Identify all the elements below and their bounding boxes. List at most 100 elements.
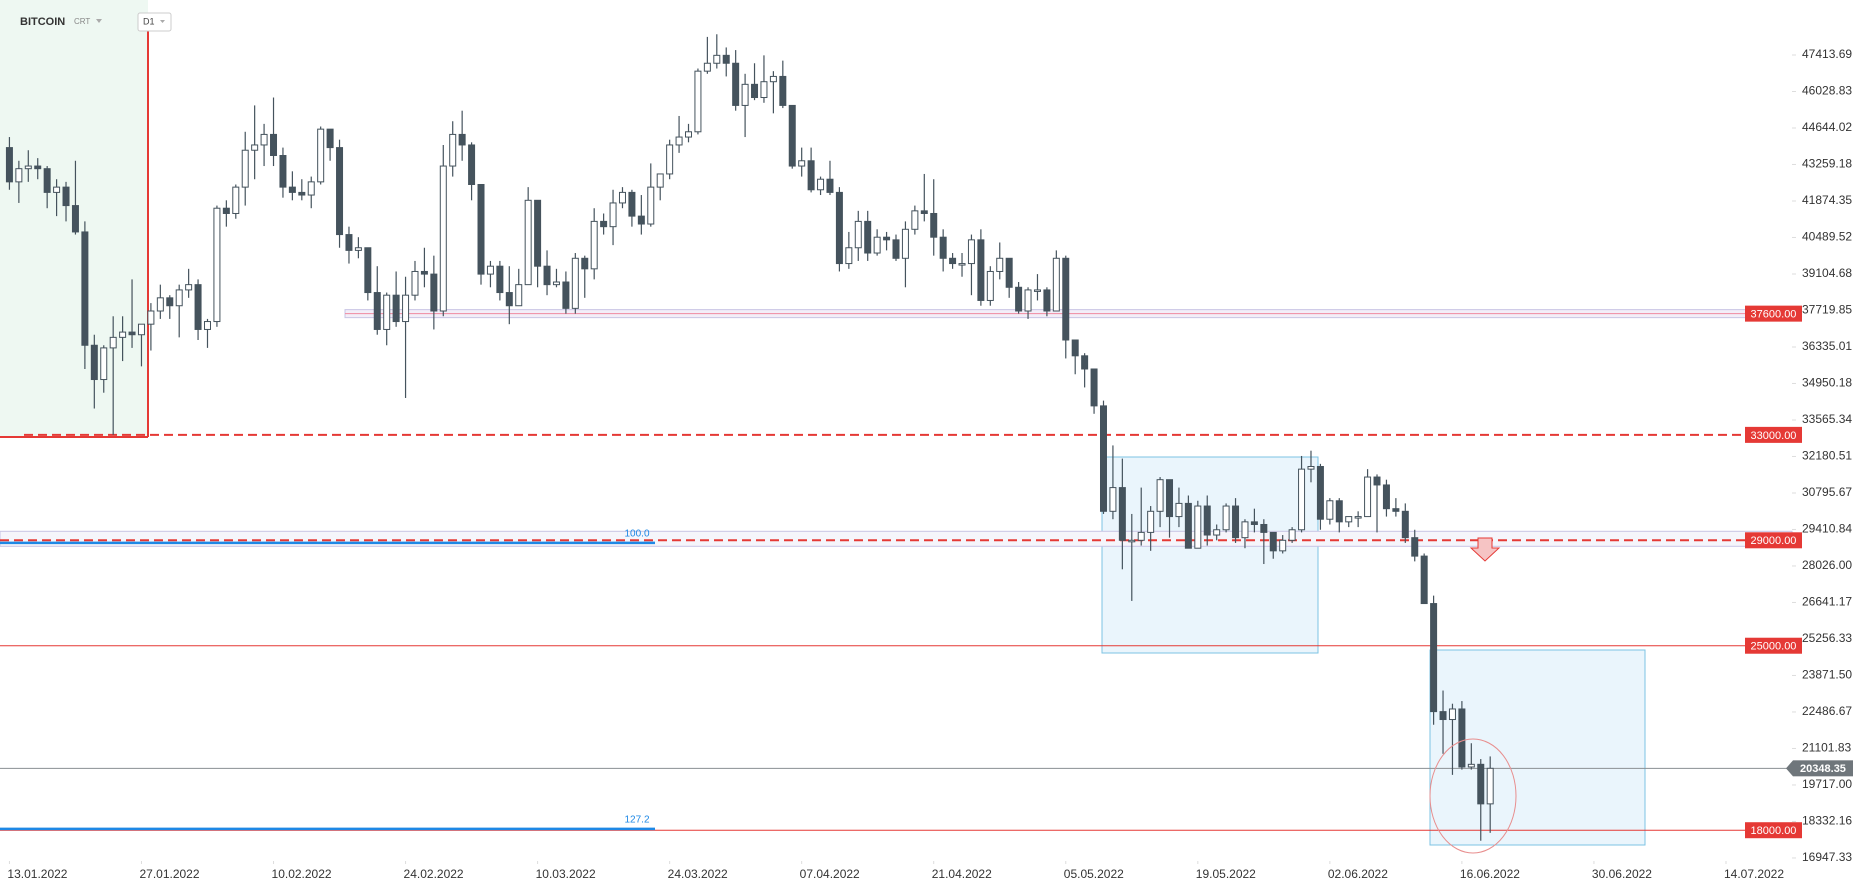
x-tick-label: 21.04.2022 (932, 867, 992, 881)
candle-body (166, 297, 174, 307)
y-tick-label: 23871.50 (1802, 668, 1852, 682)
fib-label: 127.2 (624, 815, 649, 826)
candle-body (949, 257, 957, 265)
candle-body (751, 83, 759, 99)
candle-body (618, 191, 626, 204)
y-tick-label: 40489.52 (1802, 230, 1852, 244)
candle-body (222, 207, 230, 214)
candle-body (430, 273, 438, 312)
candle-body (543, 265, 551, 286)
x-tick-label: 10.02.2022 (272, 867, 332, 881)
candle-body (1203, 505, 1211, 536)
last-price-label: 20348.35 (1800, 763, 1846, 775)
candle-body (241, 149, 249, 188)
candle-body (203, 321, 211, 330)
x-tick-label: 07.04.2022 (800, 867, 860, 881)
candle-body (1033, 289, 1041, 292)
candle-body (402, 294, 410, 323)
candle-body (1166, 479, 1174, 518)
candle-body (873, 236, 881, 254)
candle-body (458, 133, 466, 146)
candle-body (128, 331, 136, 336)
candle-body (656, 173, 664, 188)
candle-body (920, 210, 928, 214)
candle-body (1071, 339, 1079, 357)
y-tick-label: 28026.00 (1802, 558, 1852, 572)
candle-body (1099, 405, 1107, 512)
candle-body (911, 210, 919, 230)
y-tick-label: 43259.18 (1802, 157, 1852, 171)
candle-body (1279, 539, 1287, 552)
candle-body (260, 133, 268, 146)
x-tick-label: 27.01.2022 (139, 867, 199, 881)
candle-body (845, 247, 853, 265)
candle-body (53, 186, 61, 193)
level-label-box (1745, 426, 1802, 443)
candle-body (411, 270, 419, 296)
y-tick-label: 18332.16 (1802, 814, 1852, 828)
candle-body (666, 144, 674, 175)
candle-body (713, 54, 721, 64)
candle-body (1137, 531, 1145, 541)
candle-body (769, 75, 777, 83)
candle-body (1345, 516, 1353, 523)
candle-body (986, 270, 994, 301)
candle-body (1118, 487, 1126, 541)
candle-body (571, 257, 579, 309)
y-tick-label: 47413.69 (1802, 47, 1852, 61)
candle-body (279, 155, 287, 188)
candle-body (270, 133, 278, 157)
candle-body (307, 181, 315, 196)
candle-body (798, 160, 806, 167)
candle-body (534, 199, 542, 267)
level-label: 29000.00 (1751, 535, 1797, 547)
candle-body (345, 234, 353, 251)
candle-body (392, 294, 400, 323)
x-tick-label: 13.01.2022 (7, 867, 67, 881)
candle-body (883, 236, 891, 241)
level-label: 37600.00 (1751, 309, 1797, 321)
candle-body (1052, 257, 1060, 312)
level-label-box (1745, 822, 1802, 839)
candle-body (779, 75, 787, 106)
candle-body (34, 165, 42, 170)
y-tick-label: 33565.34 (1802, 412, 1852, 426)
candle-body (741, 83, 749, 106)
candles (5, 34, 1494, 841)
candle-body (694, 70, 702, 133)
x-tick-label: 02.06.2022 (1328, 867, 1388, 881)
candle-body (71, 205, 79, 233)
candle-body (590, 220, 598, 270)
source[interactable]: CRT (74, 17, 90, 26)
last-price-box (1793, 760, 1853, 777)
candle-body (1024, 289, 1032, 312)
candle-body (109, 336, 117, 349)
x-tick-label: 19.05.2022 (1196, 867, 1256, 881)
y-tick-label: 39104.68 (1802, 266, 1852, 280)
x-tick-label: 05.05.2022 (1064, 867, 1124, 881)
candle-body (43, 168, 51, 193)
price-labels: 37600.00 33000.00 29000.00 25000.00 18000.00… (1745, 305, 1853, 839)
candle-body (1420, 555, 1428, 605)
candle-body (1015, 286, 1023, 312)
candle-body (62, 186, 70, 207)
candle-body (562, 281, 570, 309)
timeframe-box[interactable] (137, 12, 172, 32)
candle-body (1109, 487, 1117, 512)
candle-body (1382, 484, 1390, 510)
candle-body (939, 236, 947, 259)
candle-body (1439, 711, 1447, 721)
candle-body (420, 270, 428, 275)
candle-body (552, 281, 560, 286)
candle-body (1241, 521, 1249, 539)
candle-body (1062, 257, 1070, 341)
candle-body (647, 186, 655, 225)
candle-body (1250, 521, 1258, 525)
candle-body (1477, 763, 1485, 805)
candle-body (977, 239, 985, 301)
candle-body (288, 186, 296, 193)
candle-body (1458, 708, 1466, 768)
y-tick-label: 25256.33 (1802, 631, 1852, 645)
candle-body (383, 294, 391, 330)
timeframe[interactable]: D1 (143, 16, 155, 26)
